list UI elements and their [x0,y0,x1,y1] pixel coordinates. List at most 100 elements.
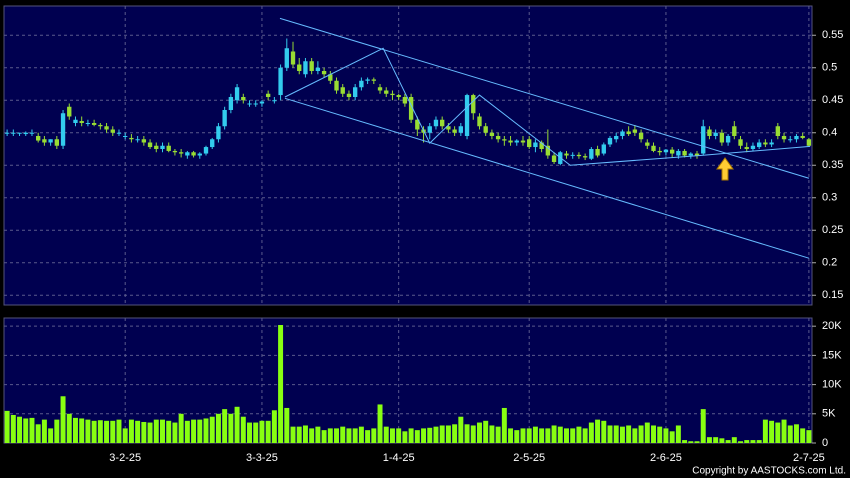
volume-bar [178,413,184,443]
candle-body [750,145,756,149]
volume-bar [433,426,439,443]
candle-body [390,93,395,96]
candle-body [781,136,787,140]
volume-bar [706,437,712,443]
candle-body [365,79,370,81]
candle-body [141,139,147,143]
candle-body [794,136,799,140]
volume-bar [29,417,35,443]
volume-bar [128,419,134,443]
candle-body [763,142,768,145]
candle-body [154,145,159,149]
candle-body [614,136,619,140]
volume-bar [756,440,762,443]
candle-body [408,97,414,120]
trendline [279,17,810,179]
y-tick-label: 15K [822,349,842,361]
volume-bar [520,428,526,443]
volume-bar [669,431,675,443]
candle-body [315,67,321,71]
candle-body [321,71,327,75]
candle-body [54,139,60,146]
candle-body [11,132,16,134]
candle-body [446,126,451,130]
candle-body [694,153,700,156]
candle-body [91,123,97,125]
candle-body [265,93,271,97]
volume-bar [122,428,128,443]
volume-bar [166,420,172,443]
candle-body [73,119,78,123]
volume-bar [110,420,116,443]
volume-bar [278,325,284,443]
y-tick-label: 20K [822,320,842,332]
candle-body [222,110,227,127]
volume-bar [296,426,302,443]
x-tick-label: 2-5-25 [513,452,545,464]
volume-bar [104,420,110,443]
volume-bar [557,426,563,443]
candle-body [806,139,812,146]
candle-body [352,87,358,97]
candle-body [36,136,41,141]
candle-body [440,119,445,127]
candle-body [4,132,10,134]
candle-body [800,136,805,138]
candle-body [601,144,606,154]
y-tick-label: 10K [822,378,842,390]
volume-bar [501,407,507,443]
candle-body [290,51,296,65]
candle-body [744,147,749,149]
candle-body [197,153,202,156]
candle-body [527,139,532,148]
volume-bar [396,428,402,443]
volume-bar [688,441,694,443]
volume-bar [23,418,29,443]
candle-body [228,97,234,110]
candle-body [775,126,780,136]
plot-layer: 0.15 0.2 0.25 0.3 0.35 0.4 0.45 0.5 0.55 0 5K 10K 15… [4,6,843,464]
volume-bar [97,420,103,443]
volume-bar [526,428,532,443]
candle-body [241,97,246,101]
candle-body [433,119,439,127]
volume-bar [365,430,371,443]
candle-body [191,152,196,156]
candle-body [576,154,582,157]
volume-bar [483,420,489,443]
volume-bar [17,416,23,443]
volume-bar [570,428,576,443]
volume-bar [383,426,389,443]
candle-body [129,137,134,140]
volume-bar [781,419,787,443]
volume-bar [327,428,333,443]
candle-body [172,150,178,153]
candle-body [477,116,482,127]
volume-bar [116,419,122,443]
candle-body [29,132,35,134]
volume-bar [638,425,644,443]
volume-bar [476,422,482,443]
volume-bar [489,425,495,443]
volume-bar [508,428,514,443]
volume-bar [806,430,812,443]
y-tick-label: 0.4 [822,127,837,139]
volume-bar [253,422,259,443]
volume-bar [607,425,613,443]
candle-body [582,156,588,158]
candle-body [645,142,650,146]
y-tick-label: 0.2 [822,257,837,269]
volume-bar [595,419,601,443]
candle-body [67,106,72,117]
volume-bar [358,426,364,443]
volume-bar [725,440,731,443]
volume-bar [601,420,607,443]
candle-body [116,132,122,134]
candle-body [110,129,115,133]
volume-bar [160,419,165,443]
volume-bar [800,428,806,443]
candle-body [259,101,265,104]
volume-bar [141,421,147,443]
